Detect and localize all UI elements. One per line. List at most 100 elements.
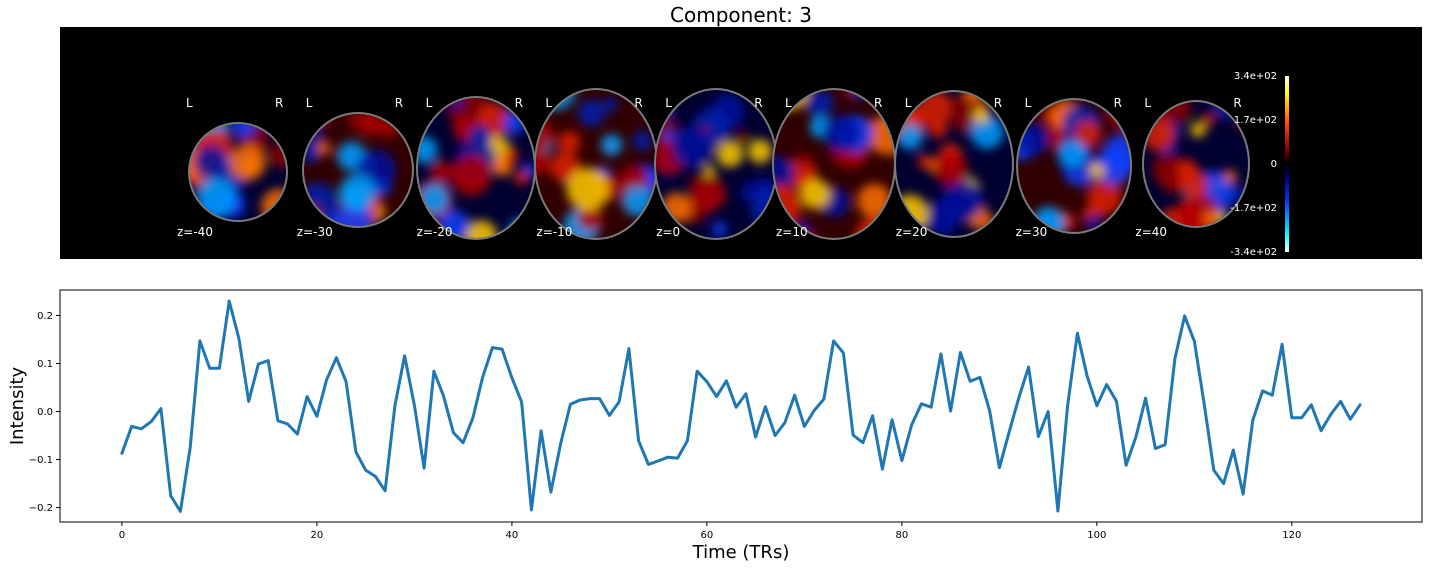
plot-frame — [59, 289, 1423, 523]
activation-blob — [1074, 120, 1101, 147]
activation-blob — [1152, 152, 1186, 187]
brain-panel: L Rz=-40 L Rz=-30 L Rz=-20 L Rz=-10 L Rz=0 L Rz=10 L… — [60, 27, 1422, 259]
orientation-right-label: R — [395, 96, 403, 110]
activation-blob — [1089, 163, 1105, 179]
activation-blob — [702, 165, 716, 178]
activation-blob — [557, 131, 581, 154]
brain-slice: L Rz=30 — [1016, 96, 1132, 239]
activation-blob — [576, 204, 604, 231]
colorbar-tick-label: 1.7e+02 — [1234, 115, 1277, 126]
colorbar: 3.4e+02 1.7e+02 0 -1.7e+02 -3.4e+02 — [1230, 71, 1289, 258]
orientation-right-label: R — [1233, 96, 1241, 110]
x-tick-label: 20 — [311, 530, 324, 541]
activation-blob — [1087, 180, 1122, 215]
activation-blob — [503, 148, 519, 164]
orientation-left-label: L — [1144, 96, 1151, 110]
orientation-left-label: L — [306, 96, 313, 110]
activation-blob — [867, 114, 894, 156]
orientation-right-label: R — [754, 96, 762, 110]
activation-blob — [232, 124, 255, 138]
activation-blob — [711, 222, 727, 238]
activation-blob — [796, 152, 812, 168]
activation-blob — [632, 131, 653, 151]
timeseries-panel: 0 20 40 60 80 100 120 −0.2 −0.1 0.0 0.1 0.2 Time (T… — [7, 289, 1423, 563]
activation-blob — [430, 160, 453, 183]
slice-z-label: z=0 — [656, 225, 680, 239]
y-tick-label: −0.1 — [29, 455, 53, 466]
x-tick-label: 0 — [119, 530, 125, 541]
activation-blob — [602, 97, 618, 113]
orientation-left-label: L — [1025, 96, 1032, 110]
x-tick-label: 80 — [895, 530, 908, 541]
activation-blob — [671, 126, 713, 168]
y-tick-label: 0.0 — [37, 407, 53, 418]
activation-blob — [1102, 134, 1130, 173]
activation-blob — [317, 141, 331, 155]
activation-blob — [465, 220, 498, 238]
x-tick-label: 120 — [1282, 530, 1301, 541]
activation-blob — [514, 170, 530, 185]
activation-blob — [774, 156, 795, 191]
activation-blob — [736, 130, 750, 144]
activation-blob — [897, 123, 923, 150]
brain-slice: L Rz=-40 — [177, 96, 288, 239]
activation-blob — [689, 175, 705, 191]
activation-blob — [1223, 170, 1237, 183]
activation-blob — [418, 136, 438, 164]
orientation-left-label: L — [665, 96, 672, 110]
activation-blob — [805, 90, 834, 118]
y-tick-label: 0.2 — [37, 311, 53, 322]
activation-blob — [747, 139, 773, 164]
activation-blob — [196, 177, 236, 218]
figure-title: Component: 3 — [670, 3, 812, 27]
activation-blob — [339, 174, 377, 212]
activation-blob — [933, 152, 968, 186]
activation-blob — [972, 106, 990, 124]
slice-z-label: z=-10 — [536, 225, 572, 239]
activation-blob — [1179, 169, 1208, 198]
colorbar-tick-label: 3.4e+02 — [1234, 71, 1277, 82]
activation-blob — [193, 144, 228, 179]
colorbar-gradient — [1285, 76, 1289, 252]
slice-z-label: z=-40 — [177, 225, 213, 239]
y-tick-label: 0.1 — [37, 359, 53, 370]
orientation-left-label: L — [186, 96, 193, 110]
x-tick-label: 100 — [1087, 530, 1106, 541]
orientation-right-label: R — [275, 96, 283, 110]
activation-blob — [450, 155, 492, 196]
activation-blob — [577, 99, 606, 127]
slice-z-label: z=40 — [1135, 225, 1167, 239]
x-axis-label: Time (TRs) — [692, 542, 790, 563]
activation-blob — [468, 125, 492, 149]
slice-z-label: z=-20 — [417, 225, 453, 239]
activation-blob — [924, 200, 960, 236]
brain-slice: L Rz=-30 — [297, 96, 414, 239]
activation-blob — [600, 134, 623, 156]
activation-blob — [917, 154, 932, 169]
brain-slice: L Rz=-10 — [534, 88, 658, 240]
orientation-right-label: R — [1114, 96, 1122, 110]
colorbar-tick-label: 0 — [1271, 159, 1277, 170]
activation-blob — [566, 167, 610, 211]
activation-blob — [970, 115, 1004, 149]
orientation-right-label: R — [634, 96, 642, 110]
orientation-left-label: L — [426, 96, 433, 110]
activation-blob — [1202, 113, 1215, 127]
x-tick-label: 40 — [506, 530, 519, 541]
slice-z-label: z=20 — [896, 225, 928, 239]
y-tick-label: −0.2 — [29, 503, 53, 514]
orientation-right-label: R — [874, 96, 882, 110]
activation-blob — [716, 140, 744, 168]
slice-z-label: z=-30 — [297, 225, 333, 239]
activation-blob — [800, 179, 831, 210]
activation-blob — [229, 144, 267, 181]
activation-blob — [1190, 122, 1206, 138]
slice-z-label: z=10 — [776, 225, 808, 239]
orientation-left-label: L — [545, 96, 552, 110]
series-line — [120, 299, 1362, 513]
x-tick-label: 60 — [701, 530, 714, 541]
activation-blob — [1059, 140, 1087, 168]
colorbar-tick-label: -3.4e+02 — [1230, 247, 1277, 258]
activation-blob — [268, 142, 286, 169]
